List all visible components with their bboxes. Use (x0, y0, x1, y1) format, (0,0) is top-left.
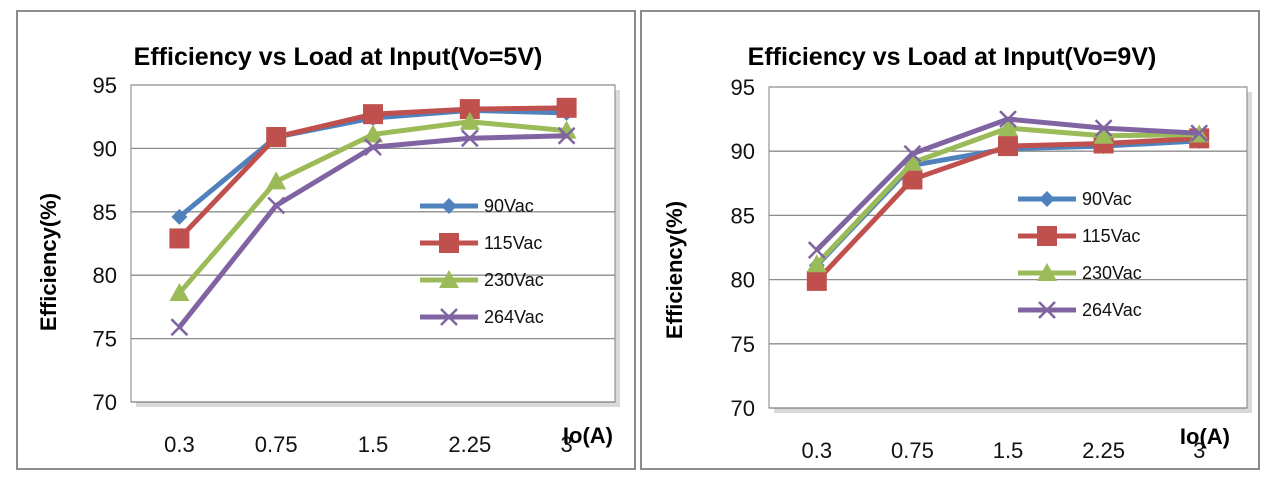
data-point (363, 104, 383, 125)
data-point (169, 282, 190, 301)
data-point (171, 208, 188, 225)
legend-label: 264Vac (484, 307, 544, 327)
legend-marker (1039, 191, 1055, 207)
x-axis-label: Io(A) (563, 423, 613, 448)
data-point (363, 124, 383, 143)
x-tick-label: 1.5 (358, 432, 389, 457)
legend-label: 90Vac (484, 196, 534, 216)
y-tick-label: 80 (731, 268, 755, 293)
legend: 90Vac 115Vac 230Vac 264Vac (1018, 189, 1142, 320)
data-point (903, 144, 922, 163)
x-tick-label: 2.25 (448, 432, 491, 457)
data-point (266, 126, 287, 147)
data-point (170, 318, 189, 337)
y-axis-label: Efficiency(%) (36, 193, 61, 331)
data-point (460, 129, 479, 148)
data-point (1190, 124, 1209, 143)
x-tick-label: 1.5 (993, 438, 1024, 463)
legend-label: 115Vac (1082, 226, 1140, 246)
y-tick-label: 85 (93, 200, 117, 225)
y-tick-label: 95 (731, 75, 755, 100)
chart-panel-9v: Efficiency vs Load at Input(Vo=9V) Effic… (640, 10, 1260, 470)
series-230Vac (169, 111, 577, 301)
x-tick-label: 0.3 (802, 438, 833, 463)
x-tick-label: 2.25 (1082, 438, 1125, 463)
y-tick-label: 75 (731, 332, 755, 357)
legend-label: 90Vac (1082, 189, 1132, 209)
legend-marker (439, 233, 459, 253)
y-tick-label: 80 (93, 263, 117, 288)
chart-panel-5v: Efficiency vs Load at Input(Vo=5V) Effic… (16, 10, 636, 470)
y-axis-label: Efficiency(%) (662, 201, 687, 339)
legend-marker (440, 308, 458, 326)
data-point (459, 111, 480, 130)
legend-label: 230Vac (484, 270, 544, 290)
data-point (902, 152, 923, 171)
efficiency-chart-9v: Efficiency vs Load at Input(Vo=9V) Effic… (662, 43, 1252, 463)
x-tick-label: 3 (560, 432, 572, 457)
series-264Vac (807, 110, 1209, 259)
data-point (267, 196, 286, 215)
legend-marker (1037, 226, 1057, 246)
data-point (556, 97, 577, 118)
legend-label: 230Vac (1082, 263, 1142, 283)
y-tick-label: 75 (93, 327, 117, 352)
x-tick-label: 0.75 (255, 432, 298, 457)
data-point (169, 228, 190, 249)
legend-label: 115Vac (484, 233, 542, 253)
x-tick-label: 0.75 (891, 438, 934, 463)
legend-marker (439, 270, 459, 288)
data-point (806, 254, 827, 273)
data-point (266, 171, 287, 190)
data-point (999, 110, 1017, 128)
legend-label: 264Vac (1082, 300, 1142, 320)
data-point (807, 241, 826, 259)
data-point (806, 270, 827, 291)
data-point (902, 169, 923, 190)
x-tick-label: 0.3 (164, 432, 195, 457)
y-tick-label: 95 (93, 73, 117, 98)
legend-marker (441, 198, 457, 214)
chart-title: Efficiency vs Load at Input(Vo=5V) (134, 43, 543, 71)
data-point (364, 138, 382, 157)
data-point (1093, 125, 1114, 144)
data-point (1094, 119, 1113, 137)
efficiency-chart-5v: Efficiency vs Load at Input(Vo=5V) Effic… (36, 43, 620, 457)
data-point (998, 136, 1018, 157)
data-point (998, 118, 1018, 137)
data-point (459, 99, 480, 120)
legend-marker (1038, 301, 1056, 319)
x-tick-label: 3 (1193, 438, 1205, 463)
chart-title: Efficiency vs Load at Input(Vo=9V) (748, 43, 1157, 71)
y-tick-label: 70 (731, 396, 755, 421)
series-115Vac (169, 97, 577, 249)
x-axis-label: Io(A) (1180, 424, 1230, 449)
series-264Vac (170, 126, 576, 337)
data-point (557, 126, 576, 145)
legend-marker (1037, 263, 1057, 281)
legend: 90Vac 115Vac 230Vac 264Vac (420, 196, 544, 327)
y-tick-label: 90 (731, 139, 755, 164)
y-tick-label: 70 (93, 390, 117, 415)
y-tick-label: 90 (93, 136, 117, 161)
y-tick-label: 85 (731, 203, 755, 228)
